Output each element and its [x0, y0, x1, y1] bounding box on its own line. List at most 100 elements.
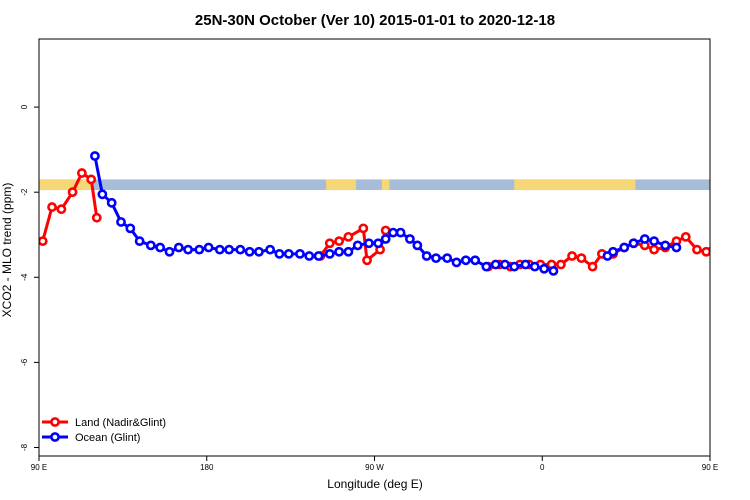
data-point	[500, 259, 510, 270]
legend-item: Ocean (Glint)	[42, 432, 140, 444]
data-point	[555, 259, 566, 270]
data-point	[380, 234, 391, 244]
data-point	[520, 259, 531, 270]
data-point	[671, 242, 682, 253]
y-tick-label: -6	[20, 358, 29, 366]
data-point	[619, 242, 630, 253]
data-point	[539, 263, 550, 274]
data-point	[364, 238, 374, 249]
data-point	[490, 259, 501, 270]
series-line	[93, 155, 554, 273]
data-point	[47, 202, 57, 212]
data-point	[334, 236, 344, 247]
data-point	[194, 244, 205, 255]
data-point	[628, 238, 639, 249]
data-point	[116, 217, 126, 227]
data-point	[313, 251, 324, 261]
plot-inner	[39, 151, 750, 276]
data-point	[701, 246, 710, 257]
data-point	[470, 255, 481, 266]
plot-frame	[38, 38, 711, 457]
legend-swatch-marker	[50, 432, 60, 442]
data-point	[76, 168, 87, 178]
legend-label: Ocean (Glint)	[75, 432, 140, 444]
data-point	[283, 248, 294, 259]
data-point	[431, 253, 441, 264]
series-ocean	[90, 151, 682, 276]
x-axis-label: Longitude (deg E)	[327, 477, 422, 491]
data-point	[649, 236, 659, 247]
data-point	[334, 246, 344, 257]
legend-swatch-marker	[50, 417, 60, 427]
data-point	[405, 234, 415, 244]
data-point	[481, 261, 492, 272]
data-point	[265, 244, 276, 255]
data-point	[352, 240, 363, 251]
data-point	[106, 197, 117, 208]
y-axis-label: XCO2 - MLO trend (ppm)	[0, 183, 14, 318]
data-point	[388, 227, 399, 238]
data-point	[680, 231, 691, 242]
data-point	[343, 246, 354, 257]
data-point	[155, 242, 166, 253]
data-point	[460, 255, 471, 266]
data-point	[91, 212, 102, 223]
data-point	[224, 244, 235, 255]
data-point	[587, 261, 598, 272]
data-point	[744, 189, 750, 196]
data-point	[254, 246, 264, 257]
data-point	[343, 231, 354, 242]
y-tick-label: -4	[20, 273, 29, 281]
data-point	[421, 251, 432, 261]
data-point	[509, 261, 520, 272]
data-point	[164, 246, 175, 257]
data-point	[39, 236, 48, 247]
data-point	[358, 223, 369, 234]
data-point	[362, 255, 372, 266]
data-point	[324, 248, 335, 259]
y-tick-label: -8	[20, 443, 29, 451]
data-point	[97, 189, 108, 200]
legend-item: Land (Nadir&Glint)	[42, 417, 166, 429]
data-point	[692, 244, 702, 255]
ocean-band	[39, 179, 710, 191]
data-point	[451, 257, 462, 268]
land-band-segment	[514, 179, 636, 191]
data-point	[183, 244, 194, 255]
data-point	[576, 253, 587, 264]
x-tick-label: 180	[200, 463, 214, 472]
y-tick-label: -2	[20, 188, 29, 196]
data-point	[145, 240, 156, 251]
x-tick-label: 90 E	[702, 463, 718, 472]
data-point	[134, 236, 145, 247]
data-point	[734, 206, 741, 213]
chart-title: 25N-30N October (Ver 10) 2015-01-01 to 2…	[195, 12, 555, 29]
land-band-segment	[326, 179, 356, 191]
data-point	[395, 227, 406, 238]
legend-label: Land (Nadir&Glint)	[75, 417, 166, 429]
data-point	[304, 251, 315, 261]
data-point	[295, 248, 305, 259]
data-point	[442, 253, 453, 264]
x-tick-label: 0	[540, 463, 545, 472]
data-point	[274, 248, 285, 259]
data-point	[567, 251, 577, 261]
data-point	[373, 238, 384, 249]
data-point	[235, 244, 246, 255]
data-point	[529, 261, 540, 272]
land-band-segment	[381, 179, 390, 191]
data-point	[714, 238, 721, 245]
data-point	[203, 242, 214, 253]
y-tick-label: 0	[20, 104, 29, 109]
data-point	[67, 187, 78, 198]
x-tick-label: 90 E	[31, 463, 47, 472]
data-point	[660, 240, 671, 251]
data-point	[125, 223, 136, 234]
data-point	[723, 203, 730, 210]
data-point	[649, 244, 659, 255]
plot-area: 0 -2 -4 -6 -8 90 E 180 90 W 0 90 E Land (Nadir&Gli…	[20, 38, 750, 472]
data-point	[412, 240, 423, 251]
data-point	[86, 174, 97, 185]
data-point	[324, 238, 335, 249]
